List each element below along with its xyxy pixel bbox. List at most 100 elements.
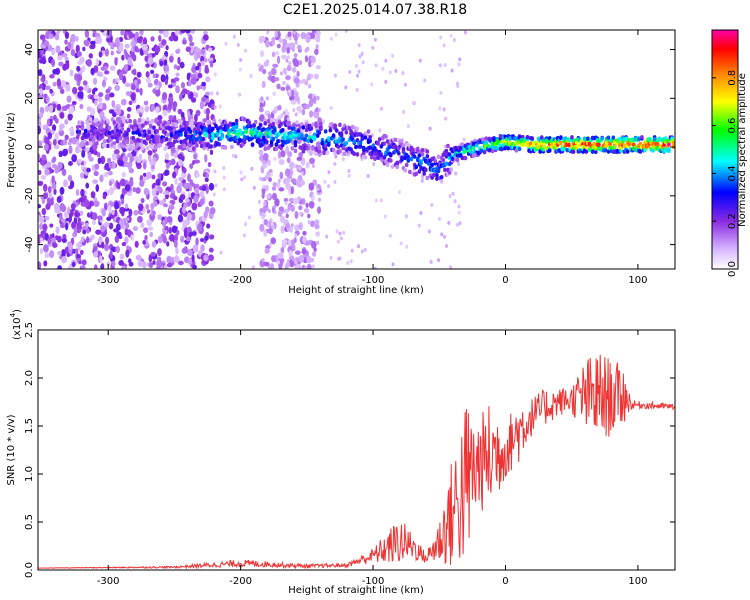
noise-cell (39, 215, 45, 224)
trace-cell (517, 146, 522, 152)
trace-cell (293, 140, 298, 145)
noise-cell (116, 181, 121, 190)
noise-cell (285, 58, 289, 63)
noise-cell (297, 107, 302, 114)
noise-cell (119, 178, 126, 187)
noise-cell (344, 85, 348, 90)
trace-cell (493, 146, 498, 151)
noise-cell (38, 261, 42, 269)
noise-cell (285, 75, 291, 81)
noise-cell (44, 216, 50, 221)
noise-cell (91, 212, 98, 221)
trace-cell (350, 124, 355, 130)
noise-cell (194, 159, 200, 164)
noise-cell (56, 195, 62, 203)
trace-cell (667, 148, 671, 154)
noise-cell (249, 74, 253, 79)
trace-cell (360, 136, 364, 142)
noise-cell (275, 51, 279, 56)
noise-cell (289, 161, 295, 170)
noise-cell (179, 93, 183, 102)
trace-cell (276, 139, 280, 144)
noise-cell (78, 260, 82, 265)
noise-cell (52, 138, 57, 146)
noise-cell (194, 113, 198, 123)
trace-cell (482, 149, 487, 155)
trace-cell (293, 148, 298, 154)
noise-cell (271, 36, 276, 43)
noise-cell (104, 70, 110, 75)
trace-cell (450, 156, 455, 162)
noise-cell (108, 109, 115, 114)
noise-cell (194, 92, 199, 98)
trace-cell (147, 129, 152, 135)
noise-cell (358, 54, 362, 59)
noise-cell (92, 150, 98, 155)
y-tick-label: 40 (24, 43, 35, 56)
noise-cell (120, 30, 125, 36)
trace-cell (137, 132, 142, 137)
noise-cell (115, 107, 122, 116)
noise-cell (59, 186, 65, 195)
colorbar-tick-label: 0.2 (727, 213, 738, 229)
trace-cell (117, 132, 121, 138)
noise-cell (302, 253, 308, 258)
noise-cell (309, 220, 315, 228)
noise-cell (303, 266, 307, 269)
trace-cell (83, 133, 88, 138)
noise-cell (285, 182, 292, 190)
trace-cell (624, 136, 628, 141)
noise-cell (315, 30, 321, 38)
snr-ylabel: SNR (10 * v/v) (6, 414, 17, 485)
noise-cell (85, 222, 89, 229)
noise-cell (288, 92, 292, 97)
noise-cell (163, 203, 168, 208)
noise-cell (213, 72, 217, 77)
noise-cell (430, 203, 434, 208)
trace-cell (401, 143, 406, 148)
noise-cell (169, 55, 174, 63)
trace-cell (144, 141, 148, 146)
noise-cell (456, 222, 460, 227)
trace-cell (384, 150, 388, 155)
trace-cell (263, 118, 268, 123)
noise-cell (109, 92, 115, 98)
noise-cell (142, 37, 148, 46)
trace-cell (95, 141, 99, 146)
noise-cell (81, 150, 86, 158)
noise-cell (64, 119, 69, 125)
noise-cell (290, 139, 295, 145)
noise-cell (173, 77, 180, 82)
noise-cell (263, 261, 270, 267)
trace-cell (188, 129, 193, 134)
trace-cell (395, 160, 399, 165)
noise-cell (80, 188, 85, 197)
noise-cell (259, 114, 265, 122)
noise-cell (292, 30, 297, 35)
noise-cell (175, 85, 180, 94)
trace-cell (249, 124, 253, 129)
trace-cell (218, 129, 223, 134)
noise-cell (89, 44, 96, 50)
noise-cell (167, 84, 173, 89)
noise-cell (298, 224, 302, 229)
noise-cell (61, 168, 67, 176)
noise-cell (286, 55, 290, 60)
noise-cell (206, 223, 211, 229)
noise-cell (208, 247, 214, 253)
noise-cell (306, 263, 312, 269)
trace-cell (565, 147, 569, 153)
trace-cell (177, 145, 182, 150)
noise-cell (423, 78, 427, 83)
noise-cell (112, 78, 117, 85)
trace-cell (125, 139, 129, 145)
noise-cell (388, 233, 392, 238)
noise-cell (44, 168, 50, 176)
trace-cell (400, 155, 404, 160)
noise-cell (263, 229, 268, 237)
noise-cell (311, 240, 317, 249)
noise-cell (119, 253, 125, 260)
noise-cell (127, 152, 133, 158)
noise-cell (109, 65, 116, 71)
noise-cell (39, 248, 44, 254)
